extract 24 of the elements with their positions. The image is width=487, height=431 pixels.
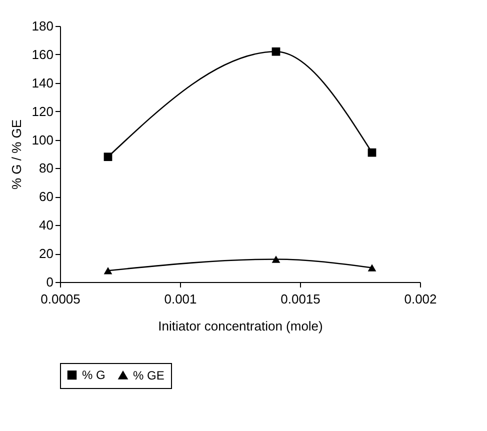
y-tick-label: 0 bbox=[46, 274, 54, 290]
y-tick-label: 120 bbox=[32, 104, 54, 119]
y-tick-label: 60 bbox=[39, 189, 54, 204]
point bbox=[272, 256, 280, 263]
y-tick-label: 20 bbox=[39, 246, 54, 262]
x-tick-label: 0.002 bbox=[404, 292, 437, 306]
point bbox=[368, 148, 376, 157]
legend-label: % GE bbox=[133, 368, 164, 382]
y-tick-label: 80 bbox=[39, 160, 54, 176]
y-tick-label: 180 bbox=[32, 18, 54, 34]
y-tick-label: 140 bbox=[32, 75, 54, 90]
y-tick-label: 160 bbox=[32, 46, 54, 62]
x-tick-label: 0.001 bbox=[164, 292, 197, 306]
y-axis-title: % G / % GE bbox=[8, 119, 24, 190]
x-axis-title: Initiator concentration (mole) bbox=[158, 318, 323, 334]
y-tick-label: 100 bbox=[32, 132, 54, 148]
legend-label: % G bbox=[82, 368, 106, 382]
y-tick-label: 40 bbox=[39, 218, 54, 233]
point bbox=[272, 47, 280, 56]
x-tick-label: 0.0005 bbox=[40, 292, 80, 306]
point bbox=[104, 267, 112, 274]
point bbox=[104, 152, 112, 162]
point bbox=[368, 264, 376, 272]
x-tick-label: 0.0015 bbox=[280, 292, 320, 306]
